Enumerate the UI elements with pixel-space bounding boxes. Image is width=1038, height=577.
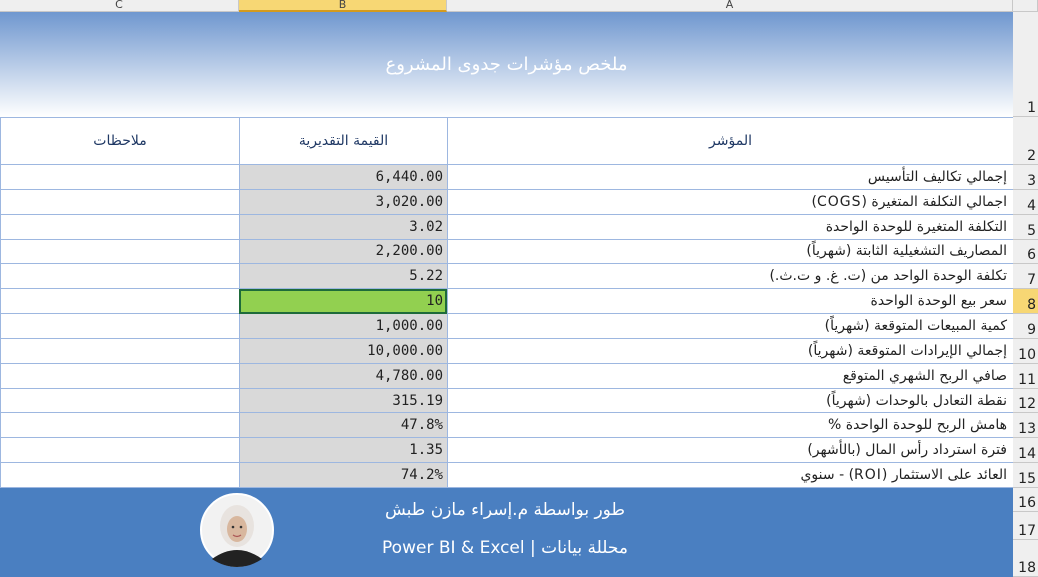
footer-role: محللة بيانات | Power BI & Excel <box>382 538 628 558</box>
indicator-cell[interactable]: اجمالي التكلفة المتغيرة (COGS) <box>447 189 1013 215</box>
title-banner: ملخص مؤشرات جدوى المشروع <box>0 12 1013 117</box>
value-cell[interactable]: 47.8% <box>239 413 447 439</box>
row-header[interactable]: 4 <box>1013 189 1038 215</box>
footer-banner: طور بواسطة م.إسراء مازن طبش محللة بيانات… <box>0 488 1013 577</box>
column-title: القيمة التقديرية <box>239 117 447 165</box>
notes-cell[interactable] <box>0 388 239 414</box>
value-cell[interactable]: 10,000.00 <box>239 338 447 364</box>
notes-cell[interactable] <box>0 438 239 464</box>
notes-cell[interactable] <box>0 338 239 364</box>
footer-credit: طور بواسطة م.إسراء مازن طبش <box>385 500 625 520</box>
row-header[interactable]: 8 <box>1013 289 1038 315</box>
notes-cell[interactable] <box>0 165 239 190</box>
row-header[interactable]: 18 <box>1013 540 1038 577</box>
value-cell[interactable]: 6,440.00 <box>239 165 447 190</box>
row-header[interactable]: 14 <box>1013 438 1038 464</box>
row-header[interactable]: 13 <box>1013 413 1038 439</box>
row-header[interactable]: 5 <box>1013 214 1038 240</box>
indicator-cell[interactable]: التكلفة المتغيرة للوحدة الواحدة <box>447 214 1013 240</box>
row-header[interactable]: 12 <box>1013 388 1038 414</box>
value-cell[interactable]: 3,020.00 <box>239 189 447 215</box>
indicator-cell[interactable]: صافي الربح الشهري المتوقع <box>447 363 1013 389</box>
notes-cell[interactable] <box>0 189 239 215</box>
indicator-cell[interactable]: العائد على الاستثمار (ROI) - سنوي <box>447 463 1013 488</box>
value-cell[interactable]: 1,000.00 <box>239 314 447 339</box>
row-header[interactable]: 9 <box>1013 314 1038 339</box>
value-cell[interactable]: 5.22 <box>239 264 447 290</box>
column-title: المؤشر <box>447 117 1013 165</box>
indicator-cell[interactable]: سعر بيع الوحدة الواحدة <box>447 289 1013 315</box>
notes-cell[interactable] <box>0 239 239 265</box>
notes-cell[interactable] <box>0 314 239 339</box>
profile-photo <box>200 493 274 567</box>
column-header[interactable]: B <box>239 0 447 12</box>
row-header[interactable]: 10 <box>1013 338 1038 364</box>
value-cell[interactable]: 10 <box>239 289 447 315</box>
indicator-cell[interactable]: إجمالي الإيرادات المتوقعة (شهرياً) <box>447 338 1013 364</box>
row-header[interactable]: 2 <box>1013 117 1038 165</box>
row-header[interactable]: 17 <box>1013 512 1038 540</box>
column-title: ملاحظات <box>0 117 239 165</box>
row-header[interactable]: 7 <box>1013 264 1038 290</box>
notes-cell[interactable] <box>0 264 239 290</box>
value-cell[interactable]: 4,780.00 <box>239 363 447 389</box>
row-header[interactable]: 3 <box>1013 165 1038 190</box>
value-cell[interactable]: 74.2% <box>239 463 447 488</box>
row-header[interactable]: 16 <box>1013 488 1038 512</box>
indicator-cell[interactable]: تكلفة الوحدة الواحد من (ت. غ. و ت.ث.) <box>447 264 1013 290</box>
column-header[interactable]: C <box>0 0 239 12</box>
column-header[interactable]: A <box>447 0 1013 12</box>
notes-cell[interactable] <box>0 413 239 439</box>
row-header[interactable]: 15 <box>1013 463 1038 488</box>
notes-cell[interactable] <box>0 289 239 315</box>
indicator-cell[interactable]: هامش الربح للوحدة الواحدة % <box>447 413 1013 439</box>
notes-cell[interactable] <box>0 214 239 240</box>
indicator-cell[interactable]: المصاريف التشغيلية الثابتة (شهرياً) <box>447 239 1013 265</box>
value-cell[interactable]: 3.02 <box>239 214 447 240</box>
corner <box>1013 0 1038 12</box>
indicator-cell[interactable]: إجمالي تكاليف التأسيس <box>447 165 1013 190</box>
indicator-cell[interactable]: نقطة التعادل بالوحدات (شهرياً) <box>447 388 1013 414</box>
value-cell[interactable]: 315.19 <box>239 388 447 414</box>
value-cell[interactable]: 2,200.00 <box>239 239 447 265</box>
notes-cell[interactable] <box>0 363 239 389</box>
value-cell[interactable]: 1.35 <box>239 438 447 464</box>
indicator-cell[interactable]: كمية المبيعات المتوقعة (شهرياً) <box>447 314 1013 339</box>
notes-cell[interactable] <box>0 463 239 488</box>
indicator-cell[interactable]: فترة استرداد رأس المال (بالأشهر) <box>447 438 1013 464</box>
row-header[interactable]: 11 <box>1013 363 1038 389</box>
row-header[interactable]: 6 <box>1013 239 1038 265</box>
title: ملخص مؤشرات جدوى المشروع <box>385 54 628 75</box>
row-header[interactable]: 1 <box>1013 12 1038 117</box>
